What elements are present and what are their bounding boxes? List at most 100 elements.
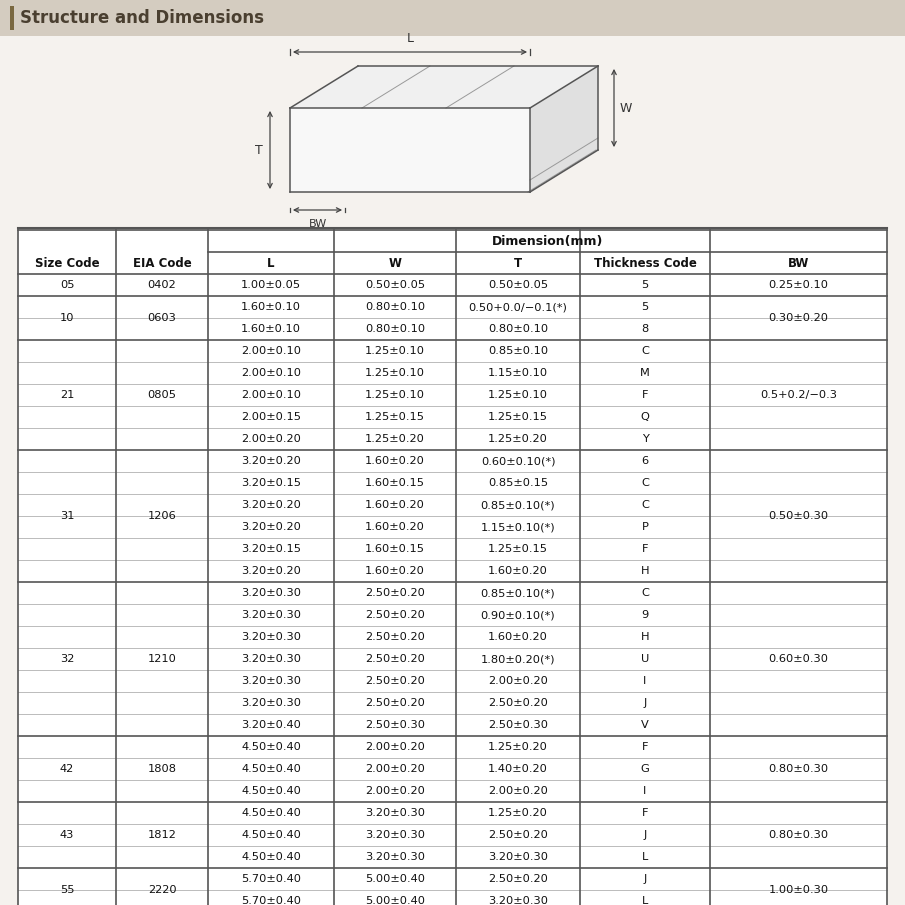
Text: F: F xyxy=(642,544,648,554)
Bar xyxy=(18,230,887,905)
Text: 2.50±0.20: 2.50±0.20 xyxy=(488,874,548,884)
Text: 2.50±0.20: 2.50±0.20 xyxy=(365,698,425,708)
Text: 2.00±0.20: 2.00±0.20 xyxy=(365,786,425,796)
Text: 2220: 2220 xyxy=(148,885,176,895)
Text: 1.25±0.10: 1.25±0.10 xyxy=(365,390,425,400)
Text: Size Code: Size Code xyxy=(34,256,100,270)
Text: 5: 5 xyxy=(642,280,649,290)
Text: 1.40±0.20: 1.40±0.20 xyxy=(488,764,548,774)
Text: 0.90±0.10(*): 0.90±0.10(*) xyxy=(481,610,556,620)
Text: Thickness Code: Thickness Code xyxy=(594,256,697,270)
Text: 3.20±0.30: 3.20±0.30 xyxy=(241,654,301,664)
Text: U: U xyxy=(641,654,649,664)
Text: 3.20±0.30: 3.20±0.30 xyxy=(488,852,548,862)
Text: F: F xyxy=(642,390,648,400)
Text: 42: 42 xyxy=(60,764,74,774)
Text: 0.80±0.10: 0.80±0.10 xyxy=(365,324,425,334)
Text: 0.80±0.10: 0.80±0.10 xyxy=(488,324,548,334)
Text: 1.15±0.10(*): 1.15±0.10(*) xyxy=(481,522,556,532)
Text: 1.25±0.20: 1.25±0.20 xyxy=(488,434,548,444)
Text: 0.50±0.05: 0.50±0.05 xyxy=(488,280,548,290)
Text: 2.50±0.20: 2.50±0.20 xyxy=(365,632,425,642)
Text: 5.70±0.40: 5.70±0.40 xyxy=(241,874,301,884)
Text: 0.30±0.20: 0.30±0.20 xyxy=(768,313,828,323)
Text: 1.60±0.20: 1.60±0.20 xyxy=(365,522,425,532)
Text: 0.85±0.10: 0.85±0.10 xyxy=(488,346,548,356)
Text: 1812: 1812 xyxy=(148,830,176,840)
Text: G: G xyxy=(641,764,650,774)
Text: J: J xyxy=(643,698,647,708)
Text: 1.15±0.10: 1.15±0.10 xyxy=(488,368,548,378)
Text: 1.60±0.10: 1.60±0.10 xyxy=(241,324,301,334)
Text: 2.00±0.10: 2.00±0.10 xyxy=(241,390,301,400)
Text: 0.5+0.2/−0.3: 0.5+0.2/−0.3 xyxy=(760,390,837,400)
Text: 1210: 1210 xyxy=(148,654,176,664)
Text: T: T xyxy=(255,144,263,157)
Text: 1808: 1808 xyxy=(148,764,176,774)
Text: W: W xyxy=(620,101,633,115)
Text: 43: 43 xyxy=(60,830,74,840)
Text: 1.25±0.10: 1.25±0.10 xyxy=(365,368,425,378)
Text: 0.25±0.10: 0.25±0.10 xyxy=(768,280,828,290)
Text: 3.20±0.20: 3.20±0.20 xyxy=(241,456,301,466)
Text: 0.60±0.30: 0.60±0.30 xyxy=(768,654,828,664)
Text: V: V xyxy=(641,720,649,730)
Text: 1.25±0.10: 1.25±0.10 xyxy=(365,346,425,356)
Text: F: F xyxy=(642,808,648,818)
Text: 3.20±0.15: 3.20±0.15 xyxy=(241,478,301,488)
Text: Y: Y xyxy=(642,434,649,444)
Text: 3.20±0.30: 3.20±0.30 xyxy=(241,676,301,686)
Text: 0.50±0.05: 0.50±0.05 xyxy=(365,280,425,290)
Text: 2.50±0.20: 2.50±0.20 xyxy=(365,676,425,686)
Text: L: L xyxy=(267,256,275,270)
Text: 2.00±0.20: 2.00±0.20 xyxy=(365,742,425,752)
Text: 05: 05 xyxy=(60,280,74,290)
Text: J: J xyxy=(643,830,647,840)
Text: 0.50+0.0/−0.1(*): 0.50+0.0/−0.1(*) xyxy=(469,302,567,312)
Text: 1.60±0.15: 1.60±0.15 xyxy=(365,544,425,554)
Bar xyxy=(0,0,905,36)
Text: 2.00±0.20: 2.00±0.20 xyxy=(488,676,548,686)
Text: C: C xyxy=(641,500,649,510)
Text: T: T xyxy=(514,256,522,270)
Text: 1.25±0.10: 1.25±0.10 xyxy=(488,390,548,400)
Text: 1.60±0.10: 1.60±0.10 xyxy=(241,302,301,312)
Text: H: H xyxy=(641,632,649,642)
Text: 3.20±0.30: 3.20±0.30 xyxy=(488,896,548,905)
Text: 3.20±0.40: 3.20±0.40 xyxy=(241,720,301,730)
Text: 4.50±0.40: 4.50±0.40 xyxy=(241,830,301,840)
Text: 1.25±0.20: 1.25±0.20 xyxy=(365,434,425,444)
Text: 10: 10 xyxy=(60,313,74,323)
Text: 1.25±0.20: 1.25±0.20 xyxy=(488,742,548,752)
Text: 2.00±0.20: 2.00±0.20 xyxy=(488,786,548,796)
Text: EIA Code: EIA Code xyxy=(133,256,191,270)
Text: 4.50±0.40: 4.50±0.40 xyxy=(241,742,301,752)
Text: 3.20±0.30: 3.20±0.30 xyxy=(365,852,425,862)
Text: 1206: 1206 xyxy=(148,511,176,521)
Text: J: J xyxy=(643,874,647,884)
Text: 2.00±0.20: 2.00±0.20 xyxy=(365,764,425,774)
Text: 5.00±0.40: 5.00±0.40 xyxy=(365,874,425,884)
Text: 2.00±0.10: 2.00±0.10 xyxy=(241,368,301,378)
Text: 21: 21 xyxy=(60,390,74,400)
Text: Q: Q xyxy=(641,412,650,422)
Text: 4.50±0.40: 4.50±0.40 xyxy=(241,852,301,862)
Text: 0.50±0.30: 0.50±0.30 xyxy=(768,511,829,521)
Text: 3.20±0.30: 3.20±0.30 xyxy=(241,698,301,708)
Text: Structure and Dimensions: Structure and Dimensions xyxy=(20,9,264,27)
Text: 2.50±0.30: 2.50±0.30 xyxy=(488,720,548,730)
Text: 6: 6 xyxy=(642,456,649,466)
Text: M: M xyxy=(640,368,650,378)
Text: C: C xyxy=(641,588,649,598)
Text: Dimension(mm): Dimension(mm) xyxy=(491,234,604,247)
Text: L: L xyxy=(642,896,648,905)
Text: 32: 32 xyxy=(60,654,74,664)
Text: 1.00±0.30: 1.00±0.30 xyxy=(768,885,829,895)
Text: 0.80±0.10: 0.80±0.10 xyxy=(365,302,425,312)
Text: C: C xyxy=(641,346,649,356)
Text: C: C xyxy=(641,478,649,488)
Text: 2.50±0.20: 2.50±0.20 xyxy=(488,830,548,840)
Text: 2.00±0.20: 2.00±0.20 xyxy=(241,434,301,444)
Text: 3.20±0.20: 3.20±0.20 xyxy=(241,522,301,532)
Text: 0603: 0603 xyxy=(148,313,176,323)
